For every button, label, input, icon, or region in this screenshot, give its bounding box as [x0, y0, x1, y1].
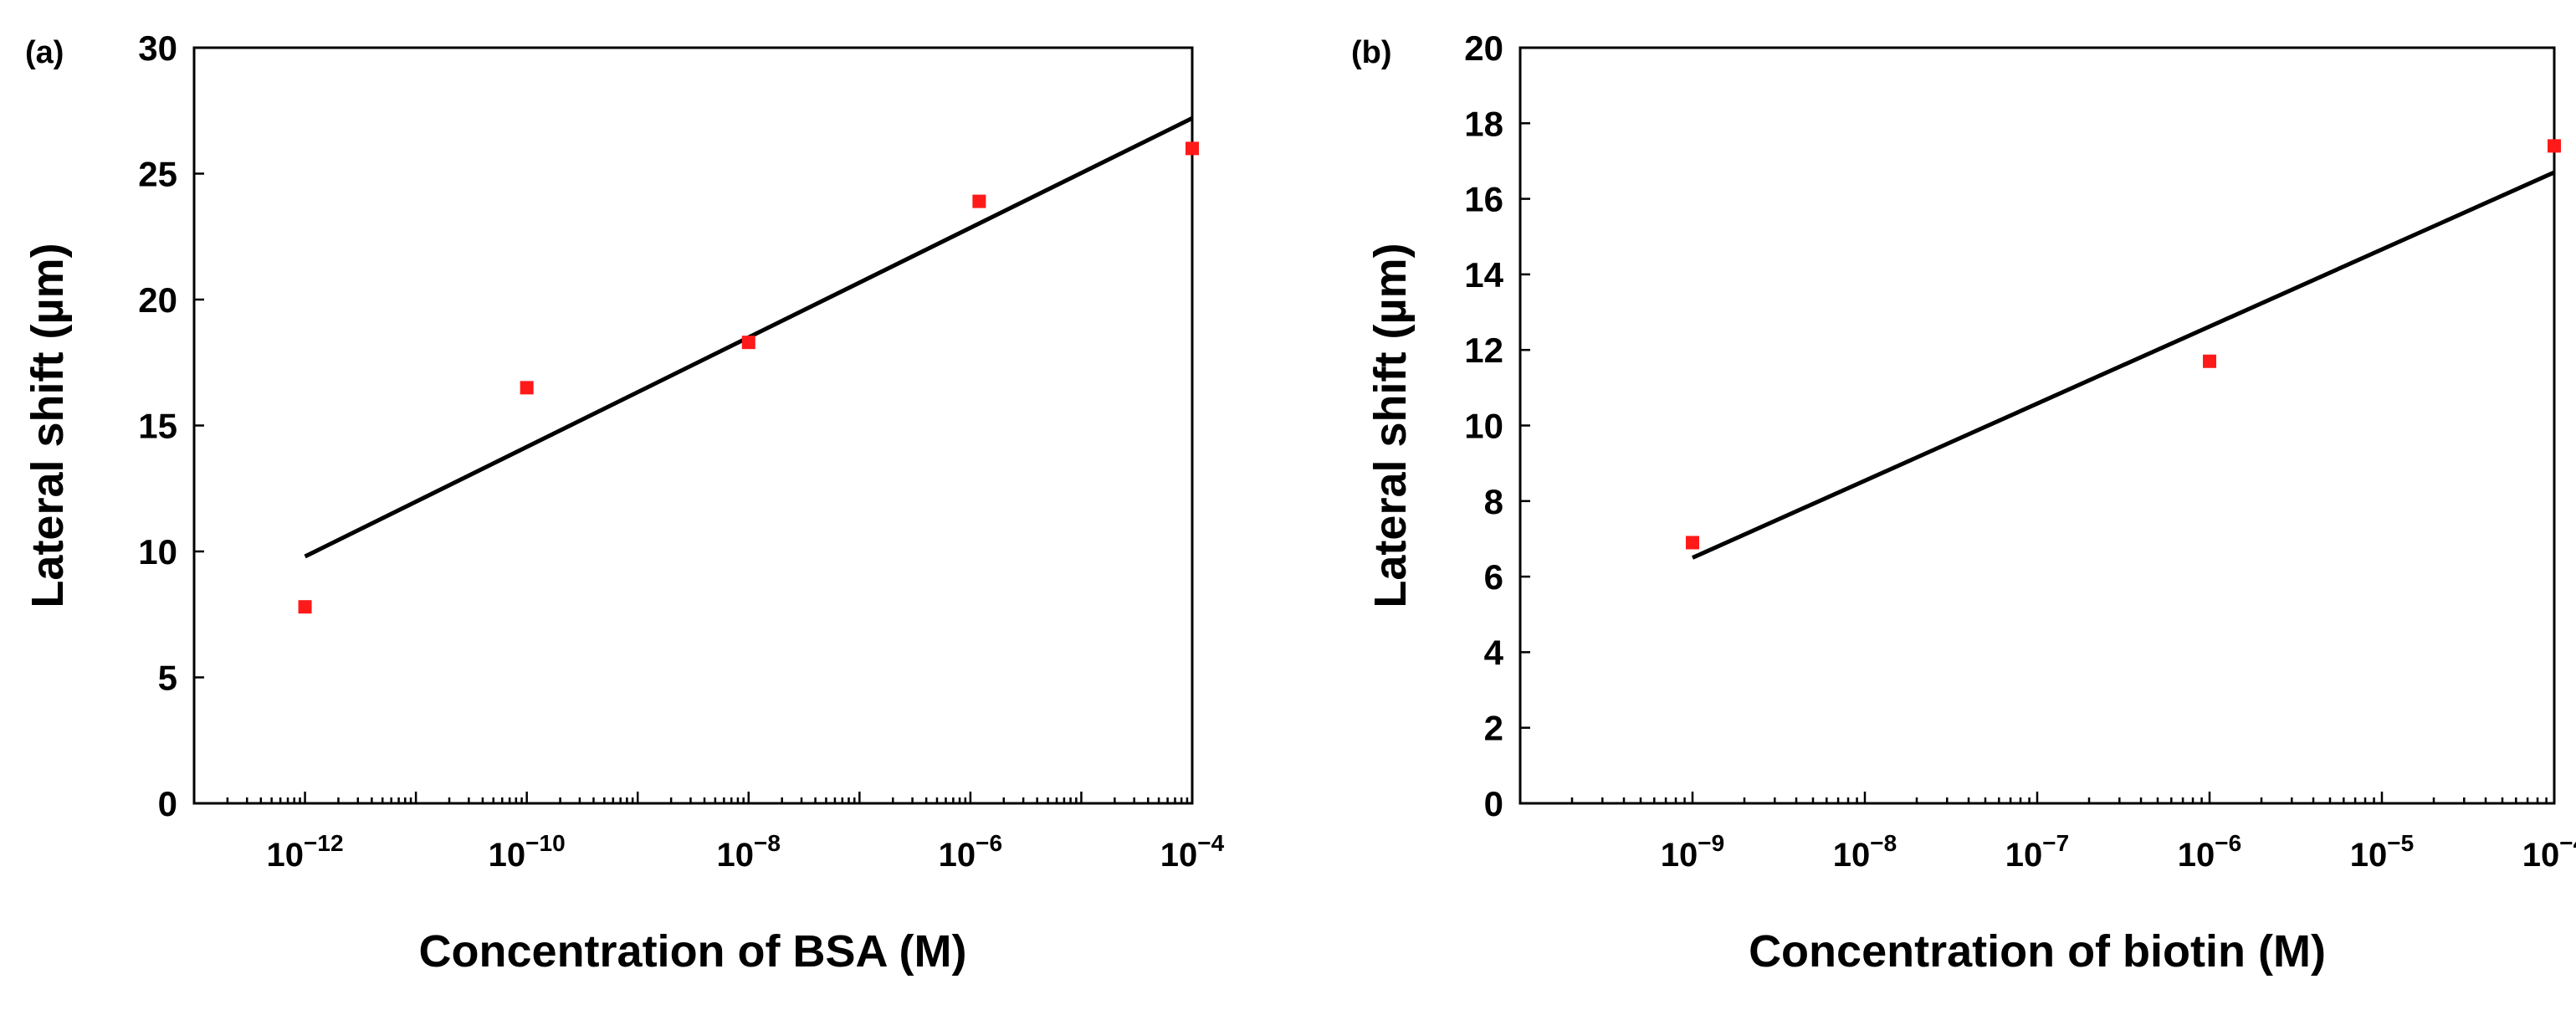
- x-tick-base: 10: [717, 837, 755, 874]
- y-tick-label: 18: [1464, 104, 1503, 143]
- x-tick-base: 10: [2522, 837, 2560, 874]
- x-axis-label: Concentration of biotin (M): [1749, 926, 2326, 977]
- y-tick-label: 0: [158, 784, 177, 823]
- plot-frame: [192, 46, 1194, 805]
- x-tick-base: 10: [2005, 837, 2043, 874]
- x-tick-label: 10−8: [1833, 830, 1897, 874]
- data-point: [741, 336, 755, 350]
- y-tick-label: 10: [1464, 407, 1503, 446]
- y-tick-label: 12: [1464, 331, 1503, 370]
- x-tick-base: 10: [1160, 837, 1198, 874]
- x-tick-base: 10: [939, 837, 976, 874]
- x-tick-base: 10: [267, 837, 305, 874]
- x-tick-label: 10−8: [717, 830, 781, 874]
- x-tick-label: 10−6: [2178, 830, 2241, 874]
- x-tick-exponent: −8: [1870, 830, 1897, 856]
- x-tick-exponent: −4: [1197, 830, 1224, 856]
- x-tick-label: 10−10: [489, 830, 566, 874]
- y-tick-label: 8: [1484, 482, 1503, 521]
- y-axis-label: Lateral shift (µm): [1365, 243, 1416, 608]
- x-tick-exponent: −12: [304, 830, 344, 856]
- panel-label: (a): [25, 35, 64, 70]
- y-tick-label: 6: [1484, 557, 1503, 597]
- y-axis-label: Lateral shift (µm): [23, 243, 73, 608]
- data-point: [972, 194, 986, 208]
- data-point: [298, 600, 312, 614]
- x-tick-exponent: −6: [2215, 830, 2241, 856]
- y-tick-label: 20: [1464, 28, 1503, 68]
- data-point: [2203, 354, 2216, 368]
- x-tick-label: 10−6: [939, 830, 1002, 874]
- x-tick-label: 10−5: [2350, 830, 2414, 874]
- data-point: [1686, 536, 1699, 550]
- plot-frame: [1518, 46, 2556, 805]
- data-point: [2548, 139, 2561, 153]
- y-tick-label: 14: [1464, 255, 1503, 295]
- y-tick-label: 0: [1484, 784, 1503, 823]
- x-tick-label: 10−4: [2522, 830, 2576, 874]
- panel-label: (b): [1351, 35, 1392, 70]
- x-tick-exponent: −7: [2042, 830, 2069, 856]
- y-tick-label: 16: [1464, 180, 1503, 219]
- x-tick-base: 10: [2350, 837, 2388, 874]
- x-tick-exponent: −4: [2559, 830, 2576, 856]
- x-tick-base: 10: [1833, 837, 1871, 874]
- y-tick-label: 20: [138, 280, 177, 320]
- x-tick-exponent: −6: [976, 830, 1002, 856]
- x-tick-base: 10: [1661, 837, 1698, 874]
- y-tick-label: 2: [1484, 709, 1503, 748]
- y-tick-label: 25: [138, 155, 177, 194]
- data-point: [1186, 141, 1199, 156]
- y-tick-label: 30: [138, 28, 177, 68]
- x-tick-label: 10−12: [267, 830, 344, 874]
- x-tick-exponent: −9: [1698, 830, 1724, 856]
- x-axis-label: Concentration of BSA (M): [419, 926, 967, 977]
- x-tick-exponent: −5: [2387, 830, 2414, 856]
- y-tick-label: 4: [1484, 633, 1504, 672]
- x-tick-label: 10−9: [1661, 830, 1724, 874]
- x-tick-base: 10: [489, 837, 526, 874]
- fit-line: [1691, 170, 2556, 560]
- x-tick-base: 10: [2178, 837, 2215, 874]
- y-tick-label: 5: [158, 659, 177, 698]
- x-tick-label: 10−4: [1160, 830, 1225, 874]
- x-tick-exponent: −8: [754, 830, 781, 856]
- y-tick-label: 10: [138, 532, 177, 572]
- x-tick-label: 10−7: [2005, 830, 2069, 874]
- data-point: [520, 381, 534, 395]
- x-tick-exponent: −10: [525, 830, 566, 856]
- y-tick-label: 15: [138, 407, 177, 446]
